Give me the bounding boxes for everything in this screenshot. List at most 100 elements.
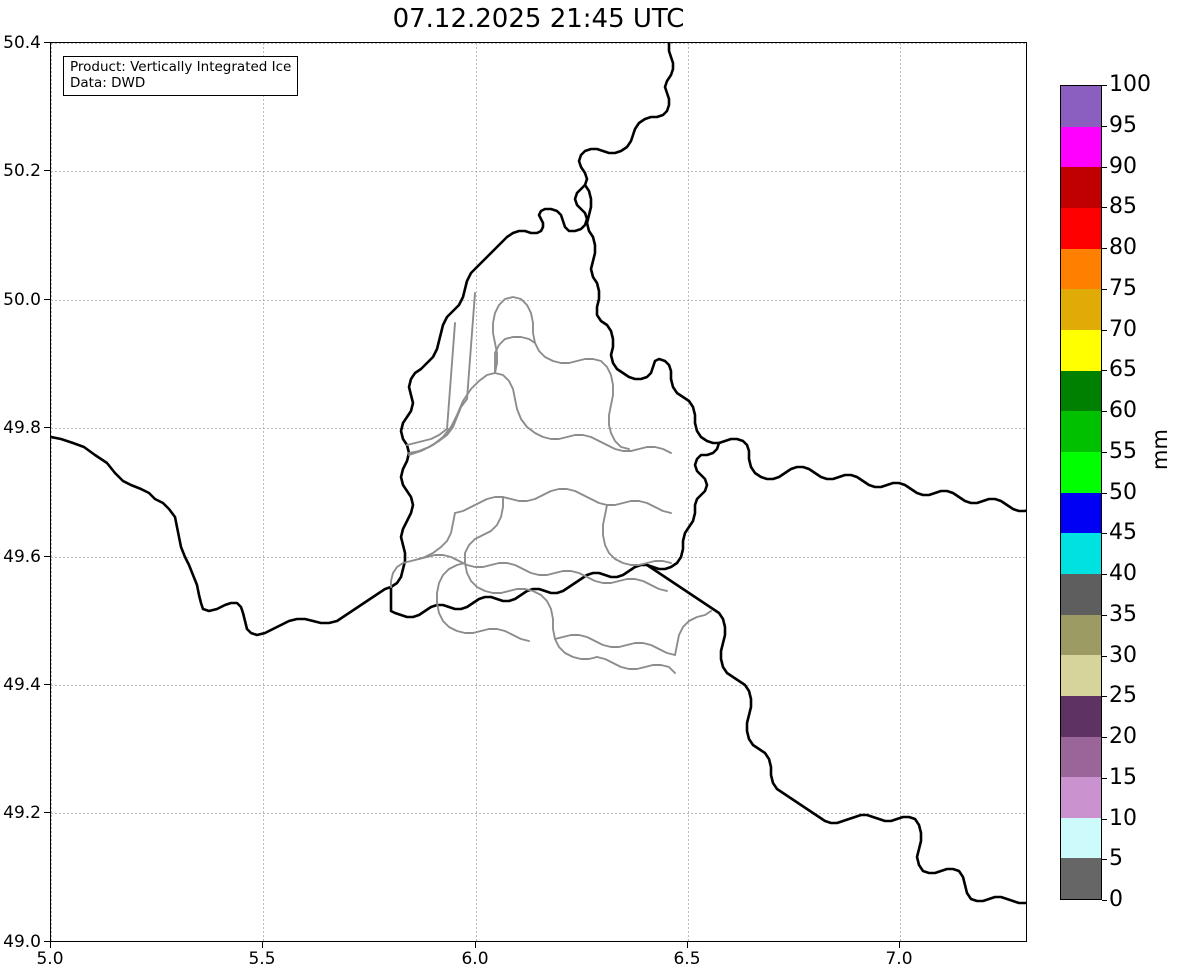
product-info-box: Product: Vertically Integrated Ice Data:… (63, 56, 299, 96)
gridline-vertical (900, 43, 901, 941)
colorbar-tick-label: 20 (1109, 724, 1137, 749)
gridline-horizontal (51, 685, 1026, 686)
y-axis-label: 50.4 (3, 33, 41, 53)
colorbar-tick-label: 15 (1109, 764, 1137, 790)
colorbar-tick-label: 55 (1109, 438, 1137, 464)
y-axis-tick (44, 684, 50, 686)
y-axis-tick (44, 427, 50, 429)
colorbar-tick (1102, 207, 1107, 209)
y-axis-label: 50.0 (3, 290, 41, 310)
colorbar-tick-label: 90 (1109, 153, 1137, 179)
x-axis-tick (899, 942, 901, 948)
colorbar-tick-label: 25 (1109, 683, 1137, 709)
colorbar-band (1061, 329, 1101, 371)
map-geometry (51, 43, 1026, 905)
colorbar-tick-label: 60 (1109, 398, 1137, 423)
gridline-horizontal (51, 171, 1026, 172)
y-axis-label: 49.8 (3, 418, 41, 438)
colorbar-unit-label: mm (1148, 429, 1172, 470)
gridline-horizontal (51, 43, 1026, 44)
colorbar-tick-label: 65 (1109, 357, 1137, 383)
colorbar-tick (1102, 125, 1107, 127)
x-axis-label: 6.0 (461, 949, 489, 969)
x-axis-label: 6.5 (673, 949, 701, 969)
y-axis-label: 49.4 (3, 675, 41, 695)
colorbar-band (1061, 248, 1101, 290)
colorbar-tick (1102, 818, 1107, 820)
y-axis-label: 49.2 (3, 803, 41, 823)
gridline-horizontal (51, 428, 1026, 429)
colorbar-tick-label: 50 (1109, 479, 1137, 505)
colorbar-tick (1102, 614, 1107, 616)
colorbar-tick (1102, 288, 1107, 290)
colorbar-band (1061, 614, 1101, 656)
colorbar-band (1061, 126, 1101, 168)
colorbar-band (1061, 573, 1101, 615)
product-label: Product: Vertically Integrated Ice (70, 59, 292, 75)
colorbar-band (1061, 207, 1101, 249)
gridline-horizontal (51, 300, 1026, 301)
colorbar-band (1061, 695, 1101, 737)
page-title: 07.12.2025 21:45 UTC (392, 4, 685, 34)
colorbar-band (1061, 817, 1101, 859)
y-axis-tick (44, 556, 50, 558)
y-axis-label: 49.6 (3, 547, 41, 567)
colorbar-tick (1102, 859, 1107, 861)
colorbar-tick-label: 70 (1109, 316, 1137, 342)
colorbar-tick (1102, 451, 1107, 453)
colorbar-band (1061, 289, 1101, 330)
gridline-horizontal (51, 813, 1026, 814)
colorbar-tick (1102, 492, 1107, 494)
colorbar-tick-label: 30 (1109, 642, 1137, 668)
x-axis-tick (50, 942, 52, 948)
colorbar-band (1061, 451, 1101, 493)
x-axis-tick (687, 942, 689, 948)
colorbar-band (1061, 492, 1101, 534)
colorbar-tick (1102, 166, 1107, 168)
colorbar-tick (1102, 574, 1107, 576)
gridline-horizontal (51, 557, 1026, 558)
colorbar-tick (1102, 411, 1107, 413)
colorbar-tick (1102, 533, 1107, 535)
x-axis-label: 5.0 (36, 949, 64, 969)
x-axis-label: 5.5 (248, 949, 276, 969)
y-axis-tick (44, 299, 50, 301)
colorbar-tick-label: 10 (1109, 805, 1137, 831)
colorbar-tick-label: 35 (1109, 601, 1137, 627)
y-axis-label: 49.0 (3, 932, 41, 952)
gridline-vertical (688, 43, 689, 941)
colorbar-band (1061, 655, 1101, 696)
y-axis-tick (44, 941, 50, 943)
colorbar-tick (1102, 737, 1107, 739)
colorbar-tick-label: 100 (1109, 72, 1151, 97)
gridline-vertical (263, 43, 264, 941)
colorbar-tick (1102, 85, 1107, 87)
colorbar-tick (1102, 655, 1107, 657)
colorbar-tick-label: 85 (1109, 194, 1137, 220)
colorbar-tick-label: 80 (1109, 235, 1137, 260)
colorbar-tick-label: 5 (1109, 846, 1123, 872)
y-axis-tick (44, 42, 50, 44)
y-axis-label: 50.2 (3, 161, 41, 181)
colorbar-band (1061, 86, 1101, 127)
colorbar-tick (1102, 900, 1107, 902)
colorbar-tick (1102, 777, 1107, 779)
colorbar[interactable] (1060, 85, 1102, 900)
colorbar-band (1061, 736, 1101, 778)
colorbar-tick-label: 95 (1109, 112, 1137, 138)
colorbar-tick-label: 75 (1109, 275, 1137, 301)
colorbar-band (1061, 370, 1101, 412)
colorbar-tick (1102, 248, 1107, 250)
colorbar-tick (1102, 696, 1107, 698)
data-source-label: Data: DWD (70, 74, 146, 91)
colorbar-band (1061, 411, 1101, 452)
colorbar-tick (1102, 370, 1107, 372)
colorbar-band (1061, 777, 1101, 818)
colorbar-tick (1102, 329, 1107, 331)
colorbar-band (1061, 533, 1101, 574)
colorbar-tick-label: 40 (1109, 561, 1137, 586)
x-axis-tick (475, 942, 477, 948)
map-plot-area[interactable]: Product: Vertically Integrated Ice Data:… (50, 42, 1027, 942)
colorbar-tick-label: 45 (1109, 520, 1137, 546)
x-axis-tick (262, 942, 264, 948)
